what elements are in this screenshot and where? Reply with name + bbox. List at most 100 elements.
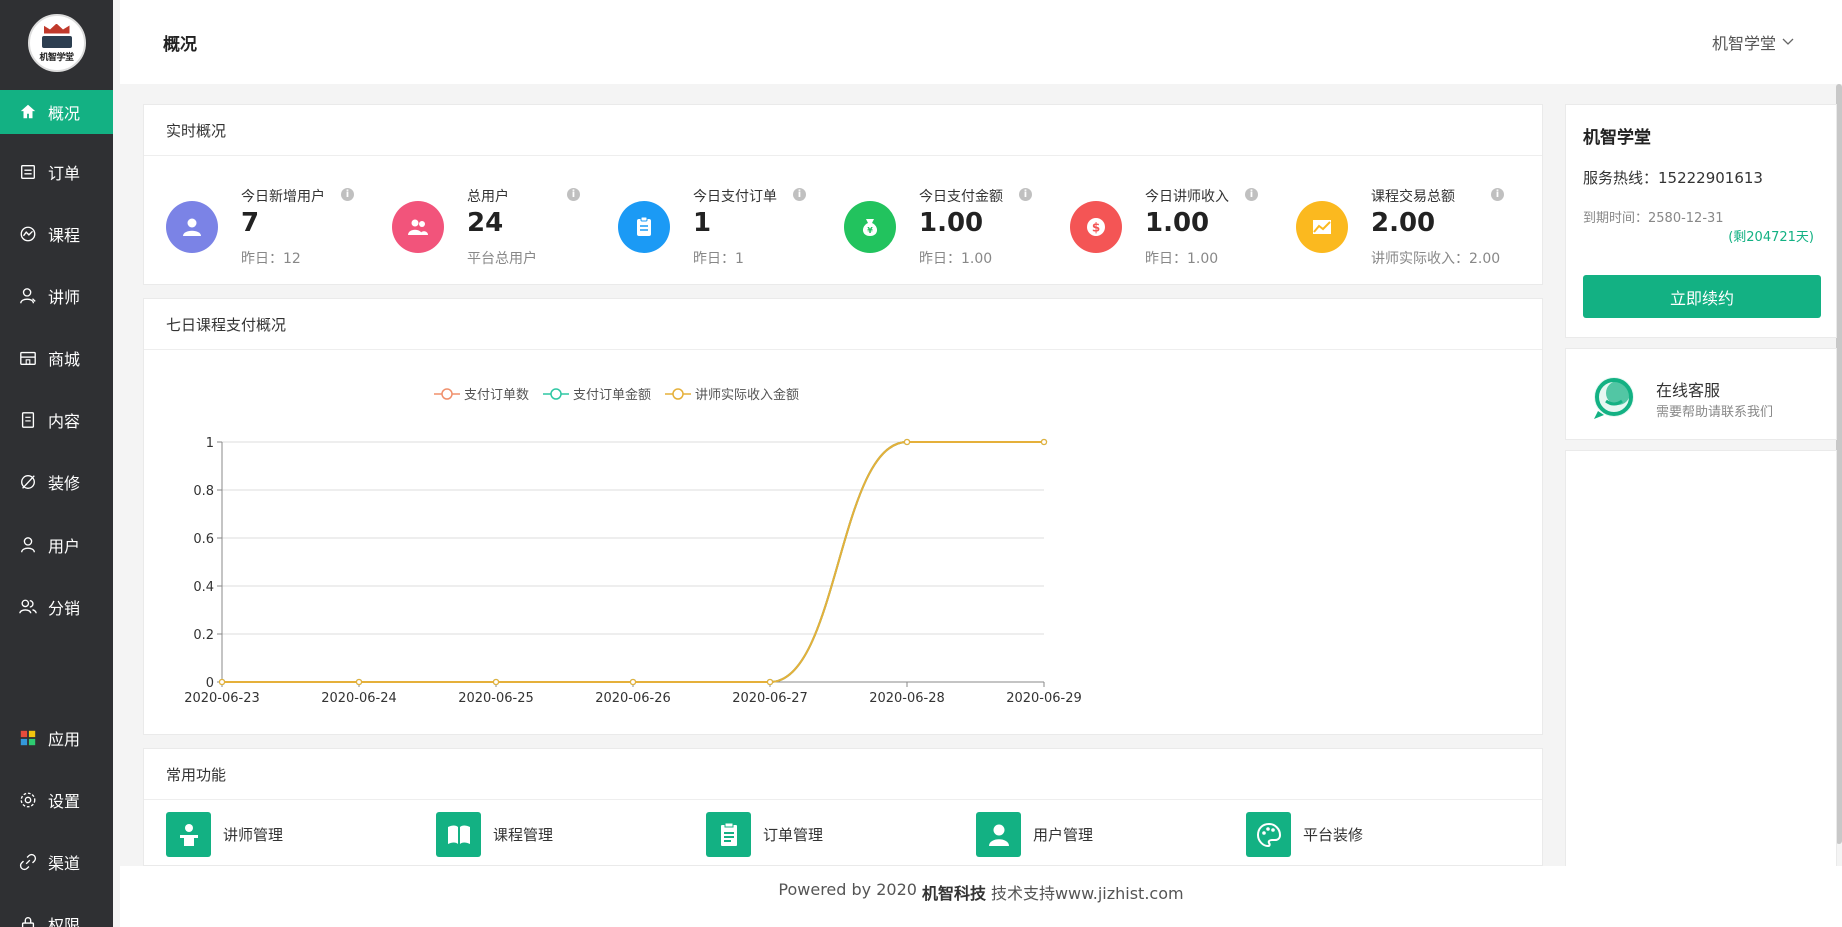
func-teacher-manage[interactable]: 讲师管理	[166, 812, 283, 857]
link-icon	[18, 852, 38, 872]
x-tick-label: 2020-06-28	[869, 691, 945, 706]
account-name: 机智学堂	[1583, 128, 1651, 148]
sidebar-item-shop[interactable]: 商城	[0, 336, 113, 380]
y-tick-label: 0	[206, 676, 214, 691]
func-platform-decorate[interactable]: 平台装修	[1246, 812, 1363, 857]
sidebar-item-apps[interactable]: 应用	[0, 716, 113, 760]
info-icon[interactable]: i	[1245, 188, 1258, 201]
func-order-manage[interactable]: 订单管理	[706, 812, 823, 857]
course-icon	[18, 224, 38, 244]
sidebar-item-label: 内容	[48, 412, 81, 431]
stat-teacher-income: $ 今日讲师收入 i 1.00 昨日：1.00	[1070, 186, 1280, 267]
card-title: 实时概况	[144, 105, 1542, 156]
account-panel: 机智学堂 服务热线：15222901613 到期时间：2580-12-31 (剩…	[1565, 104, 1837, 338]
x-tick-label: 2020-06-23	[184, 691, 260, 706]
sidebar-item-distribution[interactable]: 分销	[0, 585, 113, 629]
online-service-panel[interactable]: 在线客服 需要帮助请联系我们	[1565, 348, 1837, 440]
teacher-icon	[18, 286, 38, 306]
shop-icon	[18, 348, 38, 368]
series-line	[222, 441, 1044, 683]
service-subtitle: 需要帮助请联系我们	[1656, 405, 1774, 420]
svg-text:$: $	[1092, 221, 1100, 235]
legend-item[interactable]: 支付订单金额	[543, 384, 651, 403]
sidebar-item-settings[interactable]: 设置	[0, 778, 113, 822]
distribution-icon	[18, 597, 38, 617]
gear-icon	[18, 790, 38, 810]
x-tick-label: 2020-06-27	[732, 691, 808, 706]
info-icon[interactable]: i	[567, 188, 580, 201]
data-point	[766, 678, 774, 686]
sidebar-item-label: 概况	[48, 104, 81, 123]
logo-text: 机智学堂	[39, 52, 74, 63]
info-icon[interactable]: i	[1491, 188, 1504, 201]
data-point	[492, 678, 500, 686]
logo-badge: 机智学堂	[27, 14, 86, 72]
sidebar-item-courses[interactable]: 课程	[0, 212, 113, 256]
stat-sub: 平台总用户	[467, 251, 537, 267]
order-icon	[18, 162, 38, 182]
palette-icon	[1246, 812, 1291, 857]
top-header: 概况 机智学堂	[120, 0, 1842, 84]
data-point	[1040, 438, 1048, 446]
stat-sub: 昨日：1	[693, 251, 744, 267]
dollar-icon: $	[1070, 201, 1122, 253]
legend-swatch-icon	[665, 387, 692, 400]
sidebar-item-channels[interactable]: 渠道	[0, 840, 113, 884]
x-tick-label: 2020-06-29	[1006, 691, 1082, 706]
stat-label: 课程交易总额	[1371, 189, 1455, 205]
stat-value: 1	[693, 208, 712, 238]
legend-item[interactable]: 讲师实际收入金额	[665, 384, 799, 403]
legend-swatch-icon	[434, 387, 460, 400]
svg-text:¥: ¥	[867, 226, 873, 235]
functions-row: 讲师管理 课程管理 订单管理 用户管理 平台装修	[144, 800, 1542, 866]
sidebar-item-label: 用户	[48, 537, 81, 556]
info-icon[interactable]: i	[341, 188, 354, 201]
legend-swatch-icon	[543, 387, 570, 400]
sidebar-item-label: 分销	[48, 599, 81, 618]
scrollbar[interactable]	[1836, 84, 1842, 844]
order-stat-icon	[618, 201, 670, 253]
info-icon[interactable]: i	[793, 188, 806, 201]
permission-icon	[18, 914, 38, 927]
teacher-manage-icon	[166, 812, 211, 857]
chat-service-icon	[1594, 377, 1634, 419]
remaining-days: (剩204721天)	[1728, 230, 1814, 245]
service-title: 在线客服	[1656, 381, 1721, 400]
sidebar-item-decorate[interactable]: 装修	[0, 460, 113, 504]
sidebar-item-content[interactable]: 内容	[0, 398, 113, 442]
info-icon[interactable]: i	[1019, 188, 1032, 201]
x-tick-label: 2020-06-24	[321, 691, 397, 706]
sidebar-item-orders[interactable]: 订单	[0, 150, 113, 194]
sidebar-item-permissions[interactable]: 权限	[0, 902, 113, 927]
logo[interactable]: 机智学堂	[0, 0, 113, 86]
expire-date: 到期时间：2580-12-31	[1583, 211, 1724, 226]
stats-row: 今日新增用户 i 7 昨日：12 总用户 i 24 平台总用户 今日支付订单 i…	[144, 156, 1542, 286]
stat-total-users: 总用户 i 24 平台总用户	[392, 186, 602, 267]
stat-label: 总用户	[467, 189, 509, 205]
func-course-manage[interactable]: 课程管理	[436, 812, 553, 857]
x-tick-label: 2020-06-26	[595, 691, 671, 706]
money-bag-icon: ¥	[844, 201, 896, 253]
stat-sub: 昨日：1.00	[919, 251, 993, 267]
user-stat-icon	[166, 201, 218, 253]
user-menu[interactable]: 机智学堂	[1712, 30, 1794, 54]
content-icon	[18, 410, 38, 430]
chevron-down-icon	[1782, 38, 1794, 45]
sidebar-item-teachers[interactable]: 讲师	[0, 274, 113, 318]
clipboard-icon	[706, 812, 751, 857]
service-hotline: 服务热线：15222901613	[1583, 169, 1763, 187]
stat-label: 今日支付金额	[919, 189, 1003, 205]
sidebar-item-label: 设置	[48, 792, 81, 811]
sidebar-item-label: 装修	[48, 474, 81, 493]
func-user-manage[interactable]: 用户管理	[976, 812, 1093, 857]
decorate-icon	[18, 472, 38, 492]
stat-today-orders: 今日支付订单 i 1 昨日：1	[618, 186, 828, 267]
tab-overview[interactable]: 概况	[163, 34, 197, 55]
card-title: 七日课程支付概况	[144, 299, 1542, 350]
sidebar-item-users[interactable]: 用户	[0, 523, 113, 567]
legend-item[interactable]: 支付订单数	[434, 384, 529, 403]
legend-label: 支付订单数	[464, 388, 530, 403]
renew-button[interactable]: 立即续约	[1583, 275, 1821, 318]
data-point	[629, 678, 637, 686]
sidebar-item-overview[interactable]: 概况	[0, 90, 113, 134]
